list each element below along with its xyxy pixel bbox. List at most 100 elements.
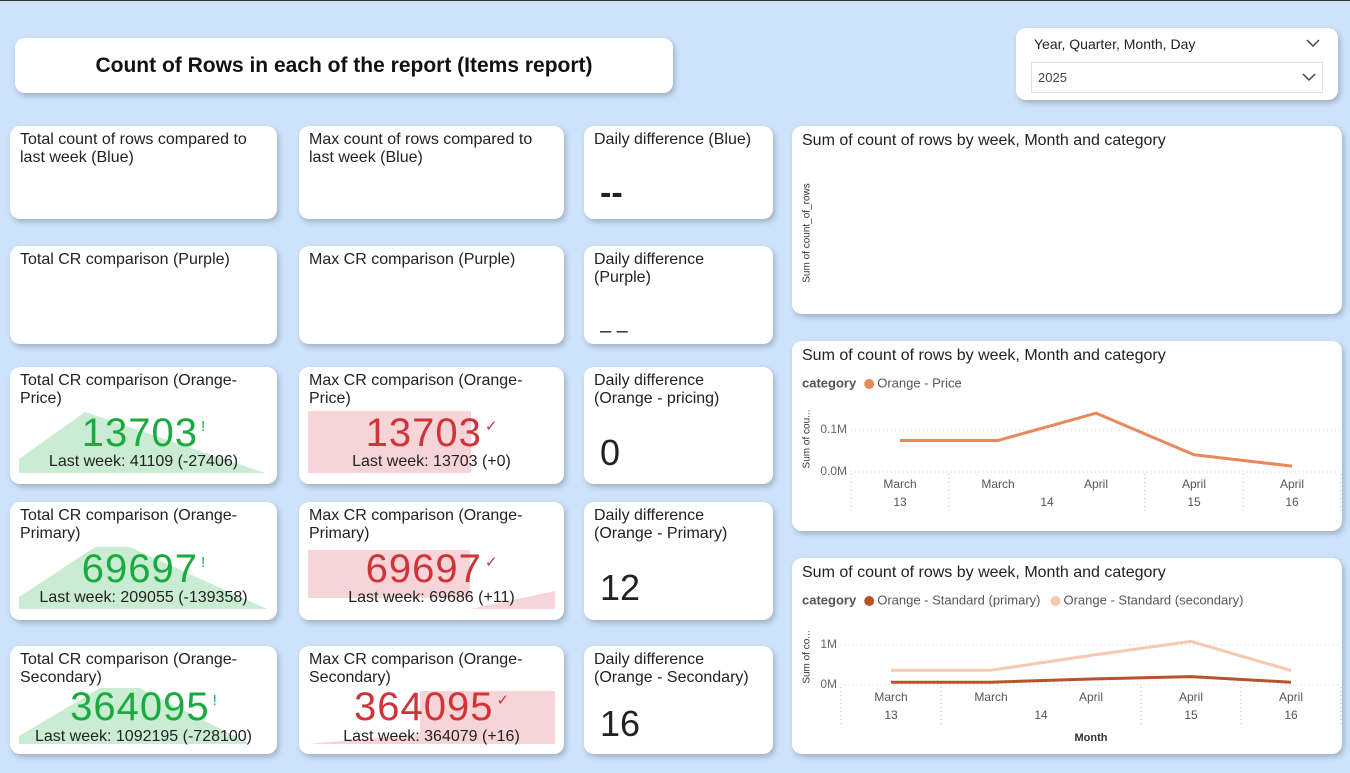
card-title: Total CR comparison (Orange-Secondary)	[20, 651, 237, 686]
series-line	[900, 411, 1293, 468]
daily-value: 12	[600, 566, 641, 608]
sparkline-bg	[308, 550, 555, 609]
kpi-value: 13703	[365, 411, 482, 455]
card: Daily difference (Orange - Primary) 12	[584, 502, 773, 620]
sparkline-area	[470, 591, 555, 609]
slicer[interactable]: Year, Quarter, Month, Day 2025	[1016, 28, 1338, 100]
x-group-label: 15	[1187, 495, 1201, 509]
card: Daily difference (Blue) --	[584, 126, 773, 219]
card-title: Total count of rows compared to last wee…	[20, 131, 247, 166]
series-line	[891, 675, 1292, 684]
x-tick-label: March	[974, 690, 1007, 704]
card: Total CR comparison (Purple)	[10, 246, 277, 344]
kpi-note: Last week: 13703 (+0)	[352, 453, 511, 470]
kpi-status: ✓	[496, 692, 510, 709]
sparkline-area	[19, 688, 250, 744]
card-title: Daily difference (Orange - pricing)	[594, 372, 720, 407]
chart-panel: Sum of count of rows by week, Month and …	[792, 558, 1342, 754]
x-tick-label: March	[883, 477, 916, 491]
sparkline-bg	[308, 411, 471, 473]
x-tick-label: April	[1280, 477, 1304, 491]
x-group-label: 13	[884, 708, 898, 722]
kpi-value: 364095	[353, 685, 494, 729]
kpi-note: Last week: 41109 (-27406)	[48, 453, 239, 470]
card: Daily difference (Orange - Secondary) 16	[584, 646, 773, 754]
chevron[interactable]	[1306, 38, 1320, 48]
card-title: Max CR comparison (Orange-Price)	[309, 372, 523, 407]
chart-panel: Sum of count of rows by week, Month and …	[792, 126, 1342, 314]
x-tick-label: April	[1079, 690, 1103, 704]
kpi-note: Last week: 364079 (+16)	[343, 728, 520, 745]
x-group-label: 16	[1285, 495, 1299, 509]
slicer-value: 2025	[1038, 70, 1067, 85]
kpi-note: Last week: 69686 (+11)	[348, 589, 515, 606]
x-tick-label: April	[1084, 477, 1108, 491]
card-title: Daily difference (Orange - Secondary)	[594, 651, 749, 686]
card: Total CR comparison (Orange-Secondary) 36…	[10, 646, 277, 754]
title-box: Count of Rows in each of the report (Ite…	[15, 38, 673, 93]
y-axis-title: Sum of cou...	[802, 410, 813, 469]
chart-title: Sum of count of rows by week, Month and …	[802, 132, 1166, 149]
x-tick-label: April	[1182, 477, 1206, 491]
card: Max CR comparison (Purple)	[299, 246, 564, 344]
card: Total count of rows compared to last wee…	[10, 126, 277, 219]
card: Max CR comparison (Orange-Primary) 69697 ✓…	[299, 502, 564, 620]
chevron	[1302, 73, 1316, 82]
chart: Sum of count of rows by week, Month and …	[802, 564, 1342, 744]
card: Total CR comparison (Orange-Primary) 6969…	[10, 502, 277, 620]
card: Total CR comparison (Orange-Price) 13703!…	[10, 367, 277, 484]
card-title: Max CR comparison (Orange-Primary)	[309, 507, 523, 542]
slicer-label: Year, Quarter, Month, Day	[1034, 36, 1196, 52]
chart-title: Sum of count of rows by week, Month and …	[802, 564, 1166, 581]
y-tick-label: 1M	[820, 637, 837, 651]
card-title: Daily difference (Blue)	[594, 131, 752, 148]
y-tick-label: 0M	[820, 677, 837, 691]
x-group-label: 13	[893, 495, 907, 509]
legend-label: Orange - Standard (primary)	[877, 592, 1040, 607]
page-title: Count of Rows in each of the report (Ite…	[95, 54, 593, 77]
legend-label: Orange - Standard (secondary)	[1063, 592, 1243, 607]
kpi-value-row: 13703!	[10, 409, 277, 466]
kpi-value-row: 69697 ✓	[299, 545, 564, 602]
kpi-value-row: 364095 ✓	[299, 683, 564, 740]
card-title: Max CR comparison (Orange-Secondary)	[309, 651, 523, 686]
sparkline-bg	[308, 691, 555, 744]
card-title: Total CR comparison (Orange-Primary)	[20, 507, 237, 542]
kpi-value-row: 69697!	[10, 545, 277, 602]
chart: Sum of count of rows by week, Month and …	[802, 132, 1166, 283]
slicer-dropdown[interactable]: 2025	[1031, 62, 1323, 93]
card: Daily difference (Purple) – –	[584, 246, 773, 344]
x-tick-label: April	[1279, 690, 1303, 704]
sparkline-area	[19, 547, 267, 609]
legend-title: category	[802, 375, 857, 390]
sparkline-bg	[19, 547, 267, 609]
chart: Sum of count of rows by week, Month and …	[802, 347, 1342, 514]
chart-panel: Sum of count of rows by week, Month and …	[792, 341, 1342, 531]
sparkline-bg	[19, 412, 265, 473]
kpi-status: ✓	[484, 554, 498, 571]
legend-label: Orange - Price	[877, 375, 962, 390]
card-title: Max CR comparison (Purple)	[309, 251, 516, 268]
series-line	[891, 639, 1292, 672]
card: Daily difference (Orange - pricing) 0	[584, 367, 773, 484]
sparkline-area	[308, 411, 471, 473]
y-tick-label: 0.0M	[820, 464, 847, 478]
kpi-value-row: 13703 ✓	[299, 409, 564, 466]
daily-value: 16	[600, 702, 641, 744]
card: Max CR comparison (Orange-Price) 13703 ✓ La…	[299, 367, 564, 484]
x-group-label: 14	[1040, 495, 1054, 509]
x-tick-label: March	[981, 477, 1014, 491]
legend-title: category	[802, 592, 857, 607]
sparkline-area	[420, 691, 555, 744]
card-title: Total CR comparison (Purple)	[20, 251, 230, 268]
x-axis-title: Month	[1075, 732, 1108, 744]
chart-title: Sum of count of rows by week, Month and …	[802, 347, 1166, 364]
sparkline-area	[308, 550, 470, 598]
kpi-value-row: 364095!	[10, 683, 277, 740]
x-group-label: 14	[1034, 708, 1048, 722]
sparkline-area	[19, 412, 265, 473]
kpi-status: !	[212, 692, 217, 709]
x-tick-label: March	[874, 690, 907, 704]
kpi-value: 364095	[70, 685, 210, 729]
